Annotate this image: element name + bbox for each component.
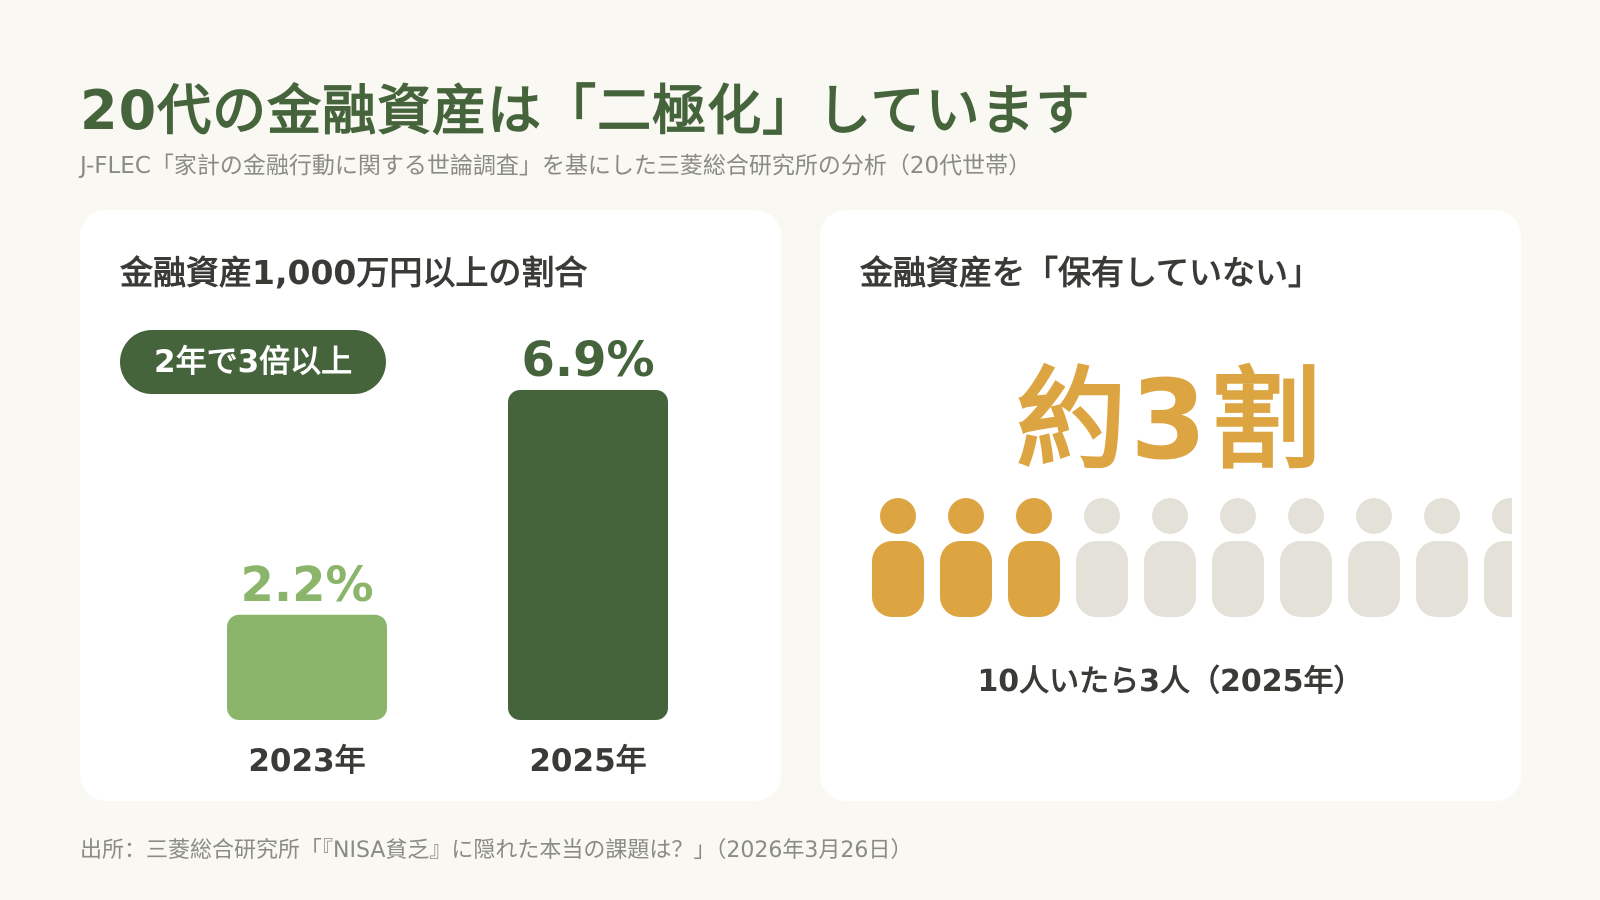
bar-2023年 bbox=[227, 614, 387, 720]
person-icon bbox=[1144, 498, 1196, 617]
person-icon bbox=[1416, 498, 1468, 617]
people-caption: 10人いたら3人（2025年） bbox=[977, 664, 1364, 699]
wealth-ratio-card-title: 金融資産1,000万円以上の割合 bbox=[120, 253, 588, 292]
source-note: 出所：三菱総合研究所「『NISA貧乏』に隠れた本当の課題は？」（2026年3月2… bbox=[80, 838, 913, 863]
bar-value-label: 6.9% bbox=[521, 332, 654, 388]
person-icon bbox=[1008, 498, 1060, 617]
no-assets-card: 金融資産を「保有していない」 約3割 10人いたら3人（2025年） bbox=[820, 210, 1521, 801]
person-icon bbox=[1076, 498, 1128, 617]
person-icon bbox=[1484, 498, 1512, 617]
wealth-ratio-card: 金融資産1,000万円以上の割合 2.2% 2023年 6.9% 2025年 2年で3… bbox=[80, 210, 781, 801]
person-icon bbox=[872, 498, 924, 617]
people-pictogram bbox=[872, 498, 1512, 617]
wealth-ratio-bar-chart: 2.2% 2023年 6.9% 2025年 bbox=[227, 332, 668, 779]
no-assets-card-title: 金融資産を「保有していない」 bbox=[860, 253, 1322, 292]
category-label: 2023年 bbox=[248, 743, 365, 779]
person-icon bbox=[1212, 498, 1264, 617]
bar-value-label: 2.2% bbox=[240, 557, 373, 613]
category-label: 2025年 bbox=[529, 743, 646, 779]
person-icon bbox=[1348, 498, 1400, 617]
no-assets-big-stat: 約3割 bbox=[1016, 356, 1325, 484]
bar-2025年 bbox=[508, 390, 668, 720]
person-icon bbox=[940, 498, 992, 617]
growth-badge: 2年で3倍以上 bbox=[120, 330, 387, 394]
person-icon bbox=[1280, 498, 1332, 617]
page-title: 20代の金融資産は「二極化」しています bbox=[80, 79, 1091, 142]
page-subtitle: J-FLEC「家計の金融行動に関する世論調査」を基にした三菱総合研究所の分析（2… bbox=[80, 153, 1032, 179]
